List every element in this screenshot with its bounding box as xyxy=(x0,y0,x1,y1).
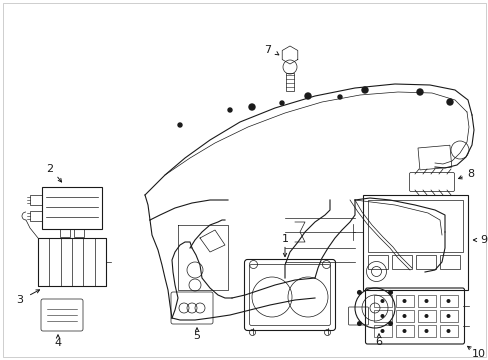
Circle shape xyxy=(446,314,449,318)
Text: 1: 1 xyxy=(281,234,288,243)
Text: 6: 6 xyxy=(375,337,382,347)
Bar xyxy=(391,255,411,269)
Circle shape xyxy=(305,93,310,99)
Bar xyxy=(42,187,102,229)
Bar xyxy=(439,255,459,269)
Circle shape xyxy=(387,290,392,295)
Bar xyxy=(285,73,293,91)
Circle shape xyxy=(337,95,341,99)
Bar xyxy=(417,295,435,307)
Text: 2: 2 xyxy=(46,164,54,174)
Bar xyxy=(395,325,413,337)
Circle shape xyxy=(356,321,361,326)
Circle shape xyxy=(178,123,182,127)
Bar xyxy=(60,229,70,237)
Bar xyxy=(395,310,413,322)
Bar xyxy=(373,295,391,307)
Circle shape xyxy=(424,299,427,303)
Circle shape xyxy=(402,299,406,303)
Text: 9: 9 xyxy=(479,235,486,245)
Circle shape xyxy=(446,99,452,105)
Circle shape xyxy=(446,299,449,303)
Circle shape xyxy=(416,89,422,95)
Text: 5: 5 xyxy=(193,331,200,341)
Circle shape xyxy=(380,299,384,303)
Circle shape xyxy=(227,108,231,112)
Bar xyxy=(367,199,462,252)
Bar xyxy=(373,325,391,337)
Circle shape xyxy=(402,329,406,333)
Bar xyxy=(367,255,386,269)
Circle shape xyxy=(446,329,449,333)
Bar xyxy=(74,229,84,237)
Bar xyxy=(417,145,451,170)
Circle shape xyxy=(424,329,427,333)
Circle shape xyxy=(280,101,284,105)
Bar xyxy=(30,195,42,205)
Text: 4: 4 xyxy=(54,338,61,348)
Circle shape xyxy=(248,104,254,110)
Bar xyxy=(415,255,435,269)
Text: 7: 7 xyxy=(264,45,271,55)
Bar xyxy=(30,211,42,221)
Bar xyxy=(417,310,435,322)
Circle shape xyxy=(356,290,361,295)
Bar xyxy=(395,295,413,307)
Circle shape xyxy=(380,329,384,333)
Circle shape xyxy=(361,87,367,93)
Bar xyxy=(439,325,457,337)
Bar xyxy=(373,310,391,322)
Text: 8: 8 xyxy=(467,169,473,179)
Bar xyxy=(439,310,457,322)
Bar xyxy=(362,194,467,289)
Circle shape xyxy=(380,314,384,318)
Bar xyxy=(417,325,435,337)
Circle shape xyxy=(424,314,427,318)
Circle shape xyxy=(387,321,392,326)
Text: 3: 3 xyxy=(17,295,23,305)
Bar xyxy=(439,295,457,307)
Circle shape xyxy=(402,314,406,318)
Text: 10: 10 xyxy=(470,349,485,359)
Bar xyxy=(38,238,106,286)
